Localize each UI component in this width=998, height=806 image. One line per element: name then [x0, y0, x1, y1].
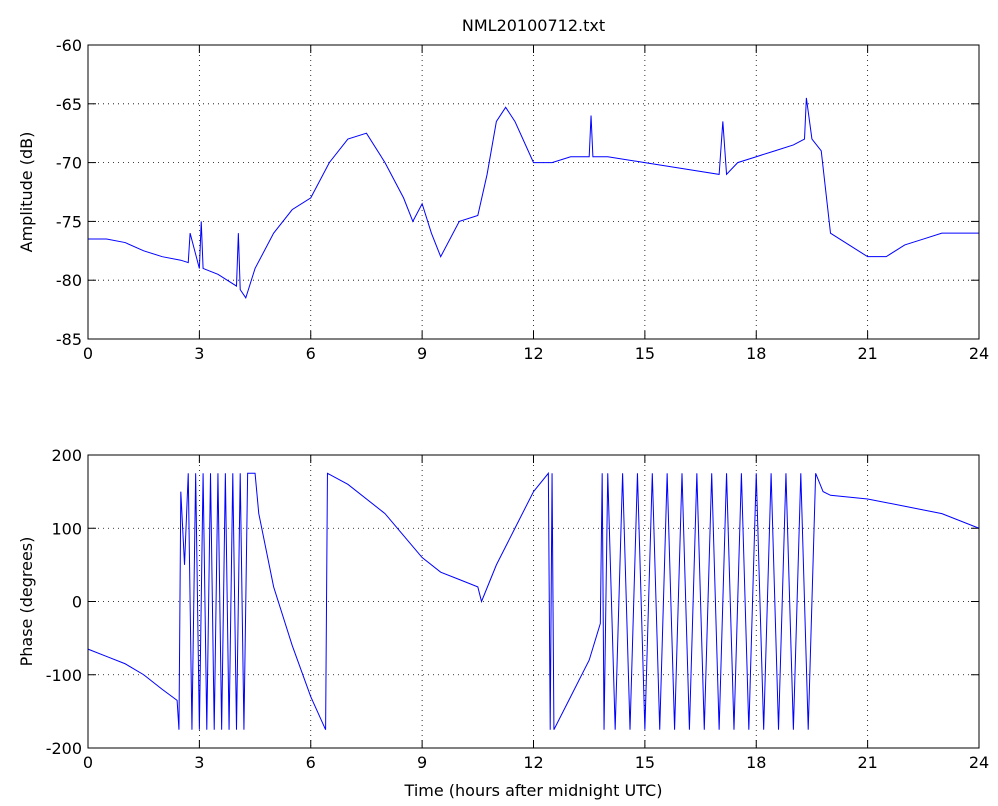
y-tick-label: -65	[56, 95, 82, 114]
axes-frame	[87, 44, 980, 340]
y-tick-label: 100	[51, 519, 82, 538]
x-tick-label: 9	[417, 753, 427, 772]
x-tick-label: 12	[523, 753, 543, 772]
x-tick-label: 0	[83, 753, 93, 772]
y-tick-label: -70	[56, 154, 82, 173]
y-tick-label: -60	[56, 36, 82, 55]
x-tick-label: 9	[417, 344, 427, 363]
y-axis-label: Phase (degrees)	[17, 537, 36, 667]
data-line	[87, 471, 980, 730]
x-tick-label: 3	[194, 753, 204, 772]
x-tick-label: 21	[857, 344, 877, 363]
x-tick-label: 15	[635, 344, 655, 363]
x-axis-label: Time (hours after midnight UTC)	[404, 781, 663, 800]
x-tick-label: 24	[969, 344, 989, 363]
data-line	[88, 97, 979, 299]
y-axis-label: Amplitude (dB)	[17, 132, 36, 253]
x-tick-label: 6	[306, 753, 316, 772]
y-tick-label: -100	[46, 666, 82, 685]
x-tick-label: 18	[746, 753, 766, 772]
y-tick-label: -200	[46, 739, 82, 758]
x-tick-label: 21	[857, 753, 877, 772]
x-tick-label: 6	[306, 344, 316, 363]
x-tick-label: 12	[523, 344, 543, 363]
x-tick-label: 24	[969, 753, 989, 772]
y-tick-label: 0	[72, 593, 82, 612]
chart-title: NML20100712.txt	[462, 16, 605, 35]
y-tick-label: -85	[56, 330, 82, 349]
axes-frame	[87, 454, 980, 749]
y-tick-label: -80	[56, 271, 82, 290]
y-tick-label: 200	[51, 446, 82, 465]
plot-area	[88, 45, 979, 339]
y-tick-label: -75	[56, 212, 82, 231]
x-tick-label: 18	[746, 344, 766, 363]
x-tick-label: 15	[635, 753, 655, 772]
x-tick-label: 0	[83, 344, 93, 363]
x-tick-label: 3	[194, 344, 204, 363]
